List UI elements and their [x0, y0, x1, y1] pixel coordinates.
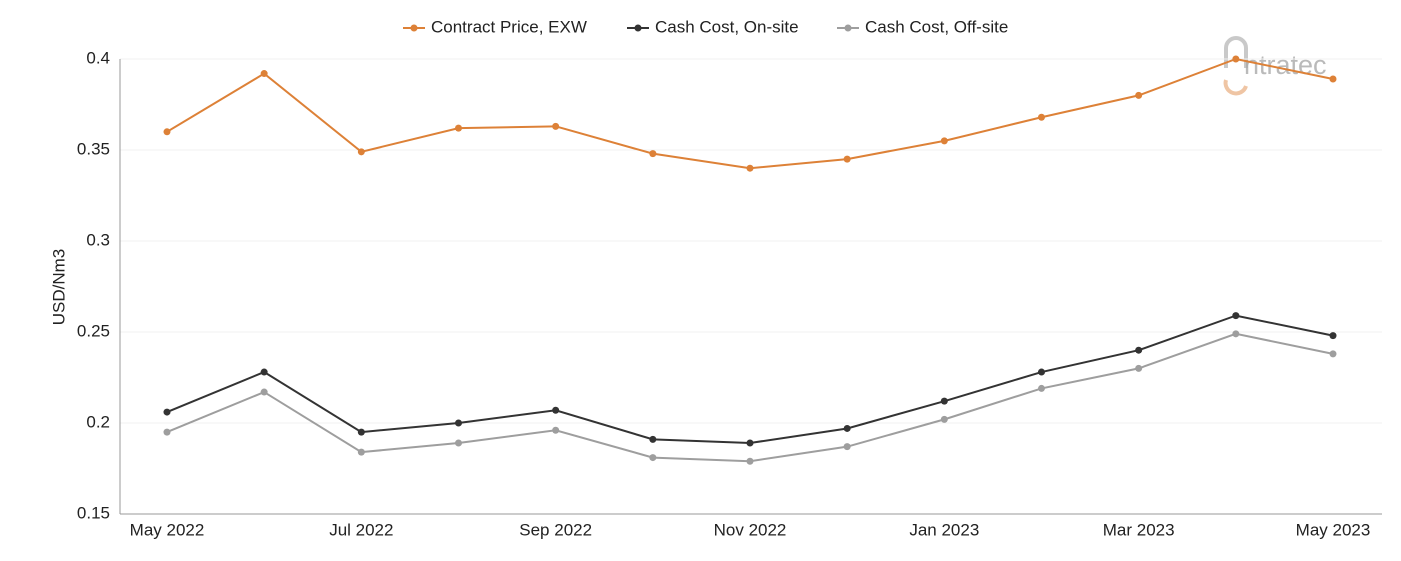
data-point [1329, 332, 1337, 340]
y-tick-label: 0.4 [86, 48, 110, 67]
data-point [940, 415, 948, 423]
data-point [1232, 330, 1240, 338]
x-tick-label: Mar 2023 [1103, 520, 1175, 539]
data-point [940, 397, 948, 405]
y-tick-label: 0.3 [86, 230, 110, 249]
x-tick-label: Nov 2022 [714, 520, 787, 539]
legend-label: Cash Cost, On-site [655, 17, 799, 36]
data-point [1232, 312, 1240, 320]
data-point [746, 164, 754, 172]
data-point [1329, 350, 1337, 358]
data-point [552, 426, 560, 434]
data-point [746, 439, 754, 447]
y-axis-label: USD/Nm3 [49, 249, 68, 326]
data-point [843, 424, 851, 432]
series-line [166, 57, 1334, 170]
data-point [552, 406, 560, 414]
data-point [1038, 384, 1045, 392]
legend-label: Contract Price, EXW [431, 17, 587, 36]
y-tick-label: 0.2 [86, 412, 110, 431]
series-line [166, 314, 1334, 445]
data-point [1232, 55, 1240, 63]
data-point [940, 137, 948, 145]
data-point [260, 388, 268, 396]
data-point [649, 435, 657, 443]
data-point [163, 128, 171, 136]
y-tick-label: 0.25 [77, 321, 110, 340]
data-point [649, 150, 657, 158]
data-point [1135, 91, 1143, 99]
data-point [843, 155, 851, 163]
data-point [1038, 113, 1045, 121]
data-point [163, 408, 171, 416]
data-point [455, 439, 462, 447]
data-point [1038, 368, 1045, 376]
data-point [357, 148, 365, 156]
x-tick-label: May 2022 [130, 520, 205, 539]
data-point [455, 419, 462, 427]
legend-label: Cash Cost, Off-site [865, 17, 1008, 36]
data-point [357, 448, 365, 456]
data-point [260, 70, 268, 78]
data-point [1135, 346, 1143, 354]
legend-swatch-dot [634, 24, 642, 32]
data-point [163, 428, 171, 436]
x-tick-label: Jul 2022 [329, 520, 393, 539]
data-point [649, 454, 657, 462]
data-point [843, 443, 851, 451]
y-tick-label: 0.15 [77, 503, 110, 522]
data-point [357, 428, 365, 436]
data-point [1135, 364, 1143, 372]
data-point [746, 457, 754, 465]
x-tick-label: Jan 2023 [909, 520, 979, 539]
x-tick-label: Sep 2022 [519, 520, 592, 539]
data-point [260, 368, 268, 376]
data-point [1329, 75, 1337, 83]
y-tick-label: 0.35 [77, 139, 110, 158]
x-tick-label: May 2023 [1296, 520, 1371, 539]
legend-swatch-dot [410, 24, 418, 32]
legend-swatch-dot [844, 24, 852, 32]
watermark-logo [1223, 36, 1248, 96]
data-point [455, 124, 462, 132]
data-point [552, 122, 560, 130]
